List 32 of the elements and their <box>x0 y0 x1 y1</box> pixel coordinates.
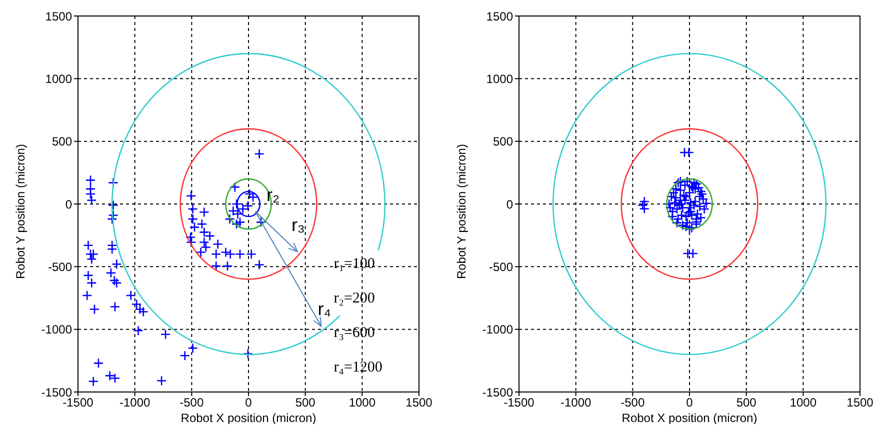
y-tick-label: 0 <box>506 197 514 212</box>
x-tick-label: 1500 <box>846 396 874 410</box>
annotation: r₃=600 <box>334 325 375 342</box>
x-tick-label: 0 <box>686 396 694 410</box>
y-axis-title: Robot Y position (micron) <box>13 144 28 279</box>
y-tick-label: -1000 <box>41 322 72 337</box>
y-tick-label: -500 <box>488 260 514 274</box>
annotation: r₃ <box>292 215 305 236</box>
annotation: r₁=100 <box>334 256 375 272</box>
x-tick-label: -1000 <box>560 396 592 410</box>
annotation: r₂=200 <box>334 290 375 307</box>
y-tick-label: 1500 <box>486 9 514 24</box>
x-tick-label: -1000 <box>119 396 150 410</box>
y-tick-label: 500 <box>492 134 514 149</box>
y-tick-label: -1000 <box>482 322 514 337</box>
annotation: r₄=1200 <box>334 360 382 376</box>
x-tick-label: -500 <box>620 396 645 410</box>
x-tick-label: -500 <box>180 396 204 410</box>
x-tick-label: 1500 <box>406 396 433 410</box>
x-tick-label: 1000 <box>790 396 817 410</box>
annotation: r₄ <box>318 299 332 320</box>
y-tick-label: 0 <box>65 197 72 212</box>
y-tick-label: 1000 <box>486 72 514 86</box>
y-tick-label: -500 <box>48 260 72 274</box>
y-tick-label: 1500 <box>45 9 72 24</box>
y-tick-label: 500 <box>52 134 72 149</box>
x-tick-label: 500 <box>295 396 316 410</box>
y-axis-title: Robot Y position (micron) <box>454 144 468 279</box>
y-tick-label: 1000 <box>45 72 72 86</box>
x-tick-label: 500 <box>736 396 757 410</box>
x-tick-label: 0 <box>245 396 252 410</box>
x-tick-label: 1000 <box>348 396 376 410</box>
